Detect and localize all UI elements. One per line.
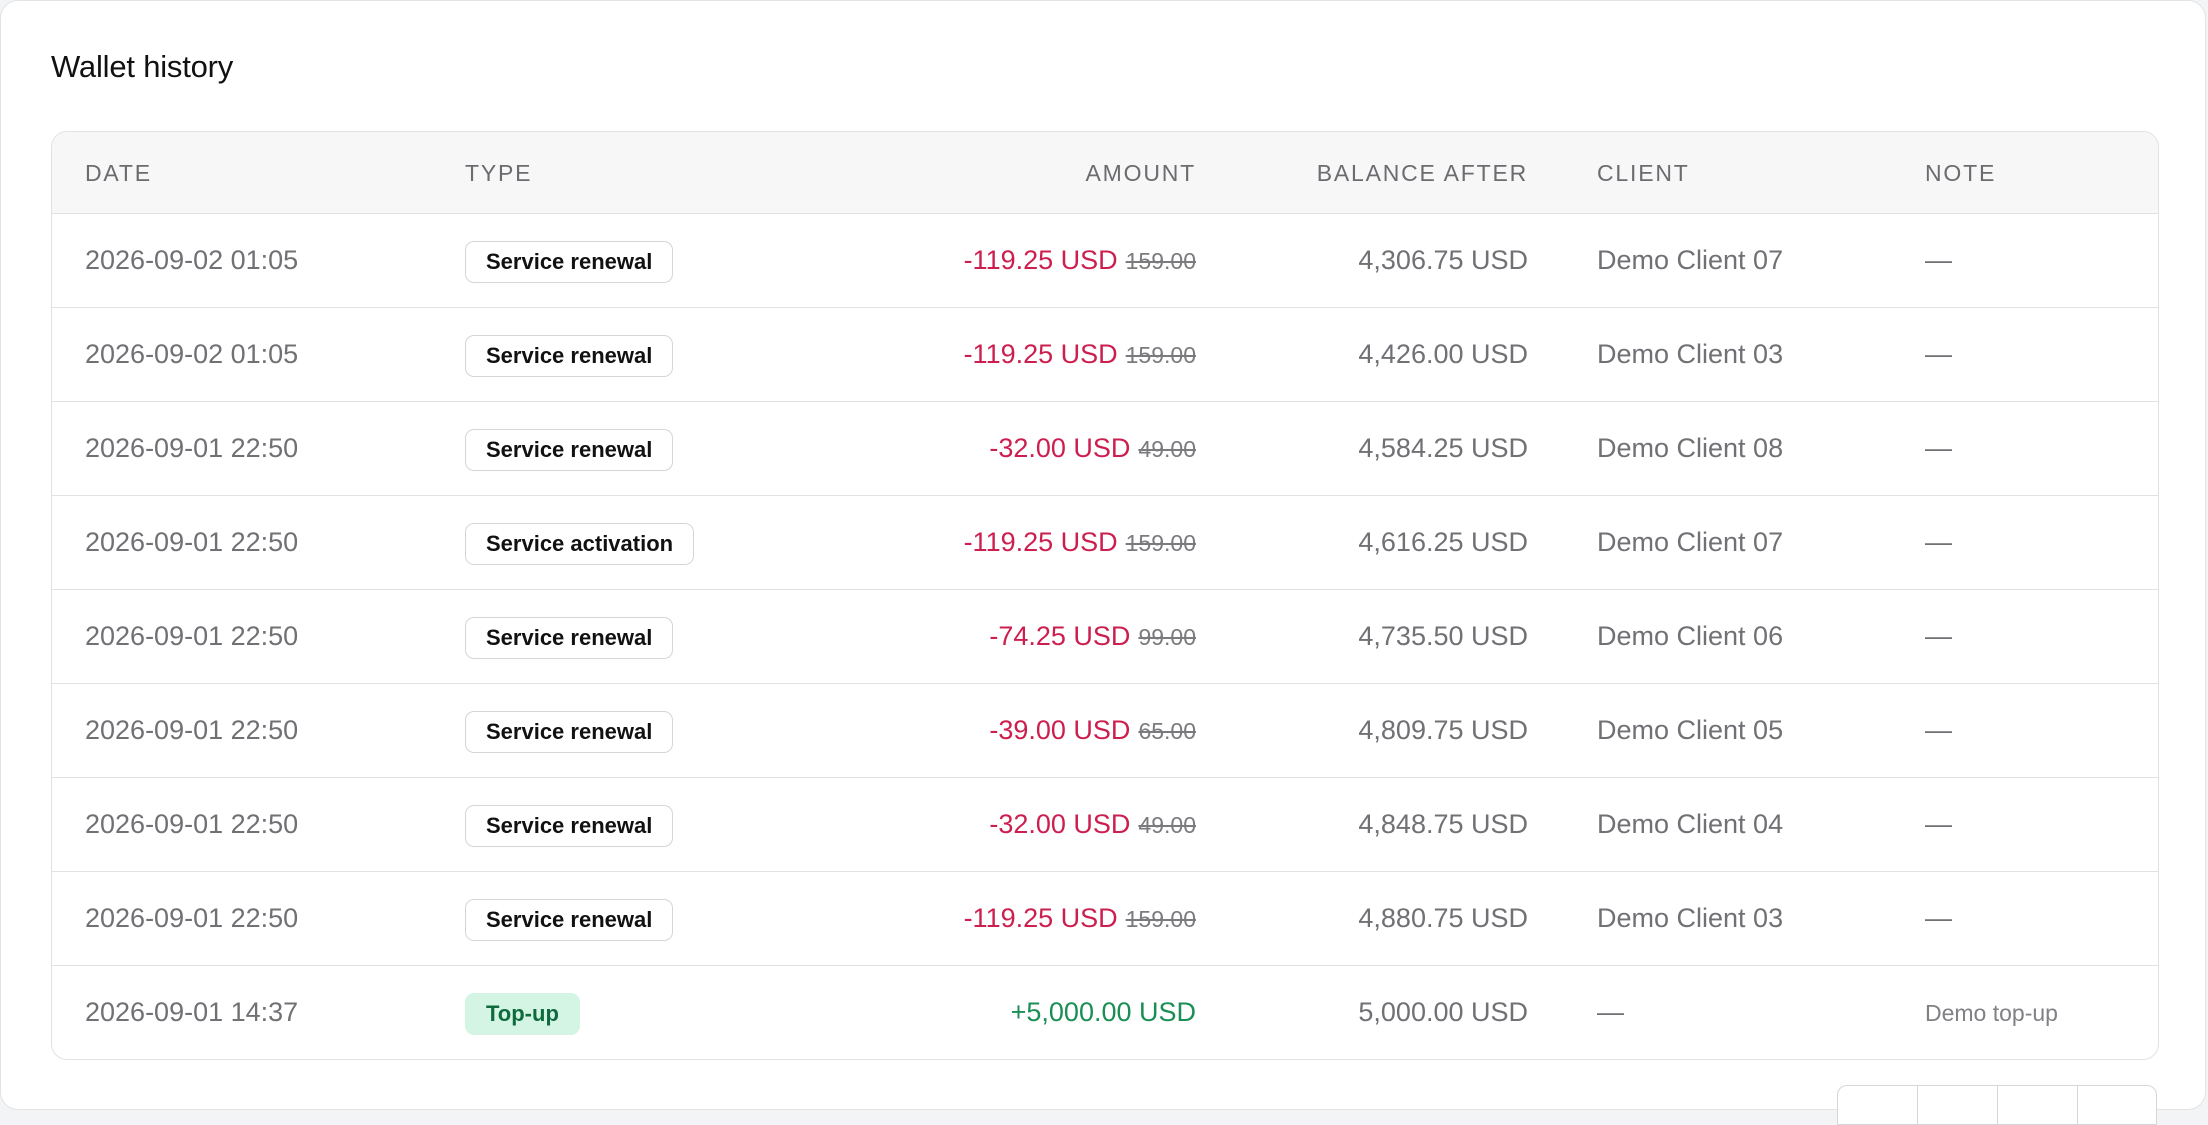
type-badge: Service renewal (465, 240, 674, 283)
row-note: — (1925, 433, 1952, 463)
table-row: 2026-09-02 01:05 Service renewal -119.25… (52, 308, 2158, 402)
table-row: 2026-09-01 22:50 Service renewal -39.00 … (52, 684, 2158, 778)
column-header-amount: AMOUNT (1085, 160, 1196, 186)
row-date: 2026-09-01 14:37 (85, 997, 299, 1027)
pagination-button[interactable] (2077, 1085, 2157, 1125)
pagination-button[interactable] (1837, 1085, 1917, 1125)
row-amount: -119.25 USD (963, 527, 1118, 557)
row-client: Demo Client 03 (1597, 903, 1784, 933)
table-row: 2026-09-01 22:50 Service renewal -32.00 … (52, 402, 2158, 496)
row-note: — (1925, 621, 1952, 651)
page-title: Wallet history (51, 49, 234, 84)
row-balance-after: 4,809.75 USD (1358, 715, 1528, 745)
column-header-balance-after: BALANCE AFTER (1316, 160, 1528, 186)
row-balance-after: 4,735.50 USD (1358, 621, 1528, 651)
row-client: Demo Client 03 (1597, 339, 1784, 369)
row-amount: -119.25 USD (963, 903, 1118, 933)
row-amount: -39.00 USD (989, 715, 1131, 745)
row-amount: -119.25 USD (963, 245, 1118, 275)
row-date: 2026-09-01 22:50 (85, 715, 299, 745)
table-row: 2026-09-01 14:37 Top-up +5,000.00 USD 5,… (52, 966, 2158, 1059)
column-header-note: NOTE (1925, 160, 1997, 186)
pagination (1837, 1085, 2157, 1125)
column-header-type: TYPE (465, 160, 533, 186)
row-client: Demo Client 08 (1597, 433, 1784, 463)
type-badge: Service renewal (465, 428, 674, 471)
row-date: 2026-09-01 22:50 (85, 809, 299, 839)
row-amount: -119.25 USD (963, 339, 1118, 369)
row-original-amount: 65.00 (1138, 718, 1196, 744)
table-row: 2026-09-01 22:50 Service renewal -74.25 … (52, 590, 2158, 684)
row-date: 2026-09-02 01:05 (85, 339, 299, 369)
row-note: — (1925, 715, 1952, 745)
row-balance-after: 4,616.25 USD (1358, 527, 1528, 557)
row-original-amount: 49.00 (1138, 436, 1196, 462)
type-badge: Service renewal (465, 616, 674, 659)
row-original-amount: 159.00 (1125, 530, 1196, 556)
row-original-amount: 49.00 (1138, 812, 1196, 838)
pagination-button[interactable] (1997, 1085, 2077, 1125)
row-note: Demo top-up (1925, 1000, 2058, 1026)
row-client: Demo Client 07 (1597, 245, 1784, 275)
type-badge: Service renewal (465, 804, 674, 847)
row-date: 2026-09-01 22:50 (85, 433, 299, 463)
row-original-amount: 159.00 (1125, 906, 1196, 932)
table-row: 2026-09-02 01:05 Service renewal -119.25… (52, 214, 2158, 308)
row-date: 2026-09-01 22:50 (85, 903, 299, 933)
table-header: DATE TYPE AMOUNT BALANCE AFTER CLIENT NO… (52, 132, 2158, 214)
row-note: — (1925, 339, 1952, 369)
row-date: 2026-09-01 22:50 (85, 621, 299, 651)
row-balance-after: 4,880.75 USD (1358, 903, 1528, 933)
row-client: Demo Client 07 (1597, 527, 1784, 557)
type-badge: Service renewal (465, 898, 674, 941)
row-amount: -74.25 USD (989, 621, 1131, 651)
row-original-amount: 159.00 (1125, 342, 1196, 368)
row-date: 2026-09-02 01:05 (85, 245, 299, 275)
table-row: 2026-09-01 22:50 Service renewal -119.25… (52, 872, 2158, 966)
type-badge: Service renewal (465, 710, 674, 753)
row-client: Demo Client 04 (1597, 809, 1784, 839)
type-badge: Service activation (465, 522, 695, 565)
row-balance-after: 4,584.25 USD (1358, 433, 1528, 463)
column-header-date: DATE (85, 160, 152, 186)
row-amount: -32.00 USD (989, 433, 1131, 463)
row-original-amount: 159.00 (1125, 248, 1196, 274)
row-note: — (1925, 809, 1952, 839)
row-balance-after: 4,848.75 USD (1358, 809, 1528, 839)
row-amount: -32.00 USD (989, 809, 1131, 839)
row-date: 2026-09-01 22:50 (85, 527, 299, 557)
wallet-history-table: DATE TYPE AMOUNT BALANCE AFTER CLIENT NO… (51, 131, 2159, 1060)
row-client: — (1597, 997, 1624, 1027)
row-balance-after: 5,000.00 USD (1358, 997, 1528, 1027)
type-badge: Top-up (465, 992, 580, 1035)
table-row: 2026-09-01 22:50 Service activation -119… (52, 496, 2158, 590)
type-badge: Service renewal (465, 334, 674, 377)
row-note: — (1925, 527, 1952, 557)
row-original-amount: 99.00 (1138, 624, 1196, 650)
row-client: Demo Client 06 (1597, 621, 1784, 651)
pagination-button[interactable] (1917, 1085, 1997, 1125)
column-header-client: CLIENT (1597, 160, 1690, 186)
row-note: — (1925, 245, 1952, 275)
row-balance-after: 4,426.00 USD (1358, 339, 1528, 369)
row-client: Demo Client 05 (1597, 715, 1784, 745)
table-body: 2026-09-02 01:05 Service renewal -119.25… (52, 214, 2158, 1059)
row-note: — (1925, 903, 1952, 933)
row-amount: +5,000.00 USD (1010, 997, 1196, 1027)
row-balance-after: 4,306.75 USD (1358, 245, 1528, 275)
table-row: 2026-09-01 22:50 Service renewal -32.00 … (52, 778, 2158, 872)
